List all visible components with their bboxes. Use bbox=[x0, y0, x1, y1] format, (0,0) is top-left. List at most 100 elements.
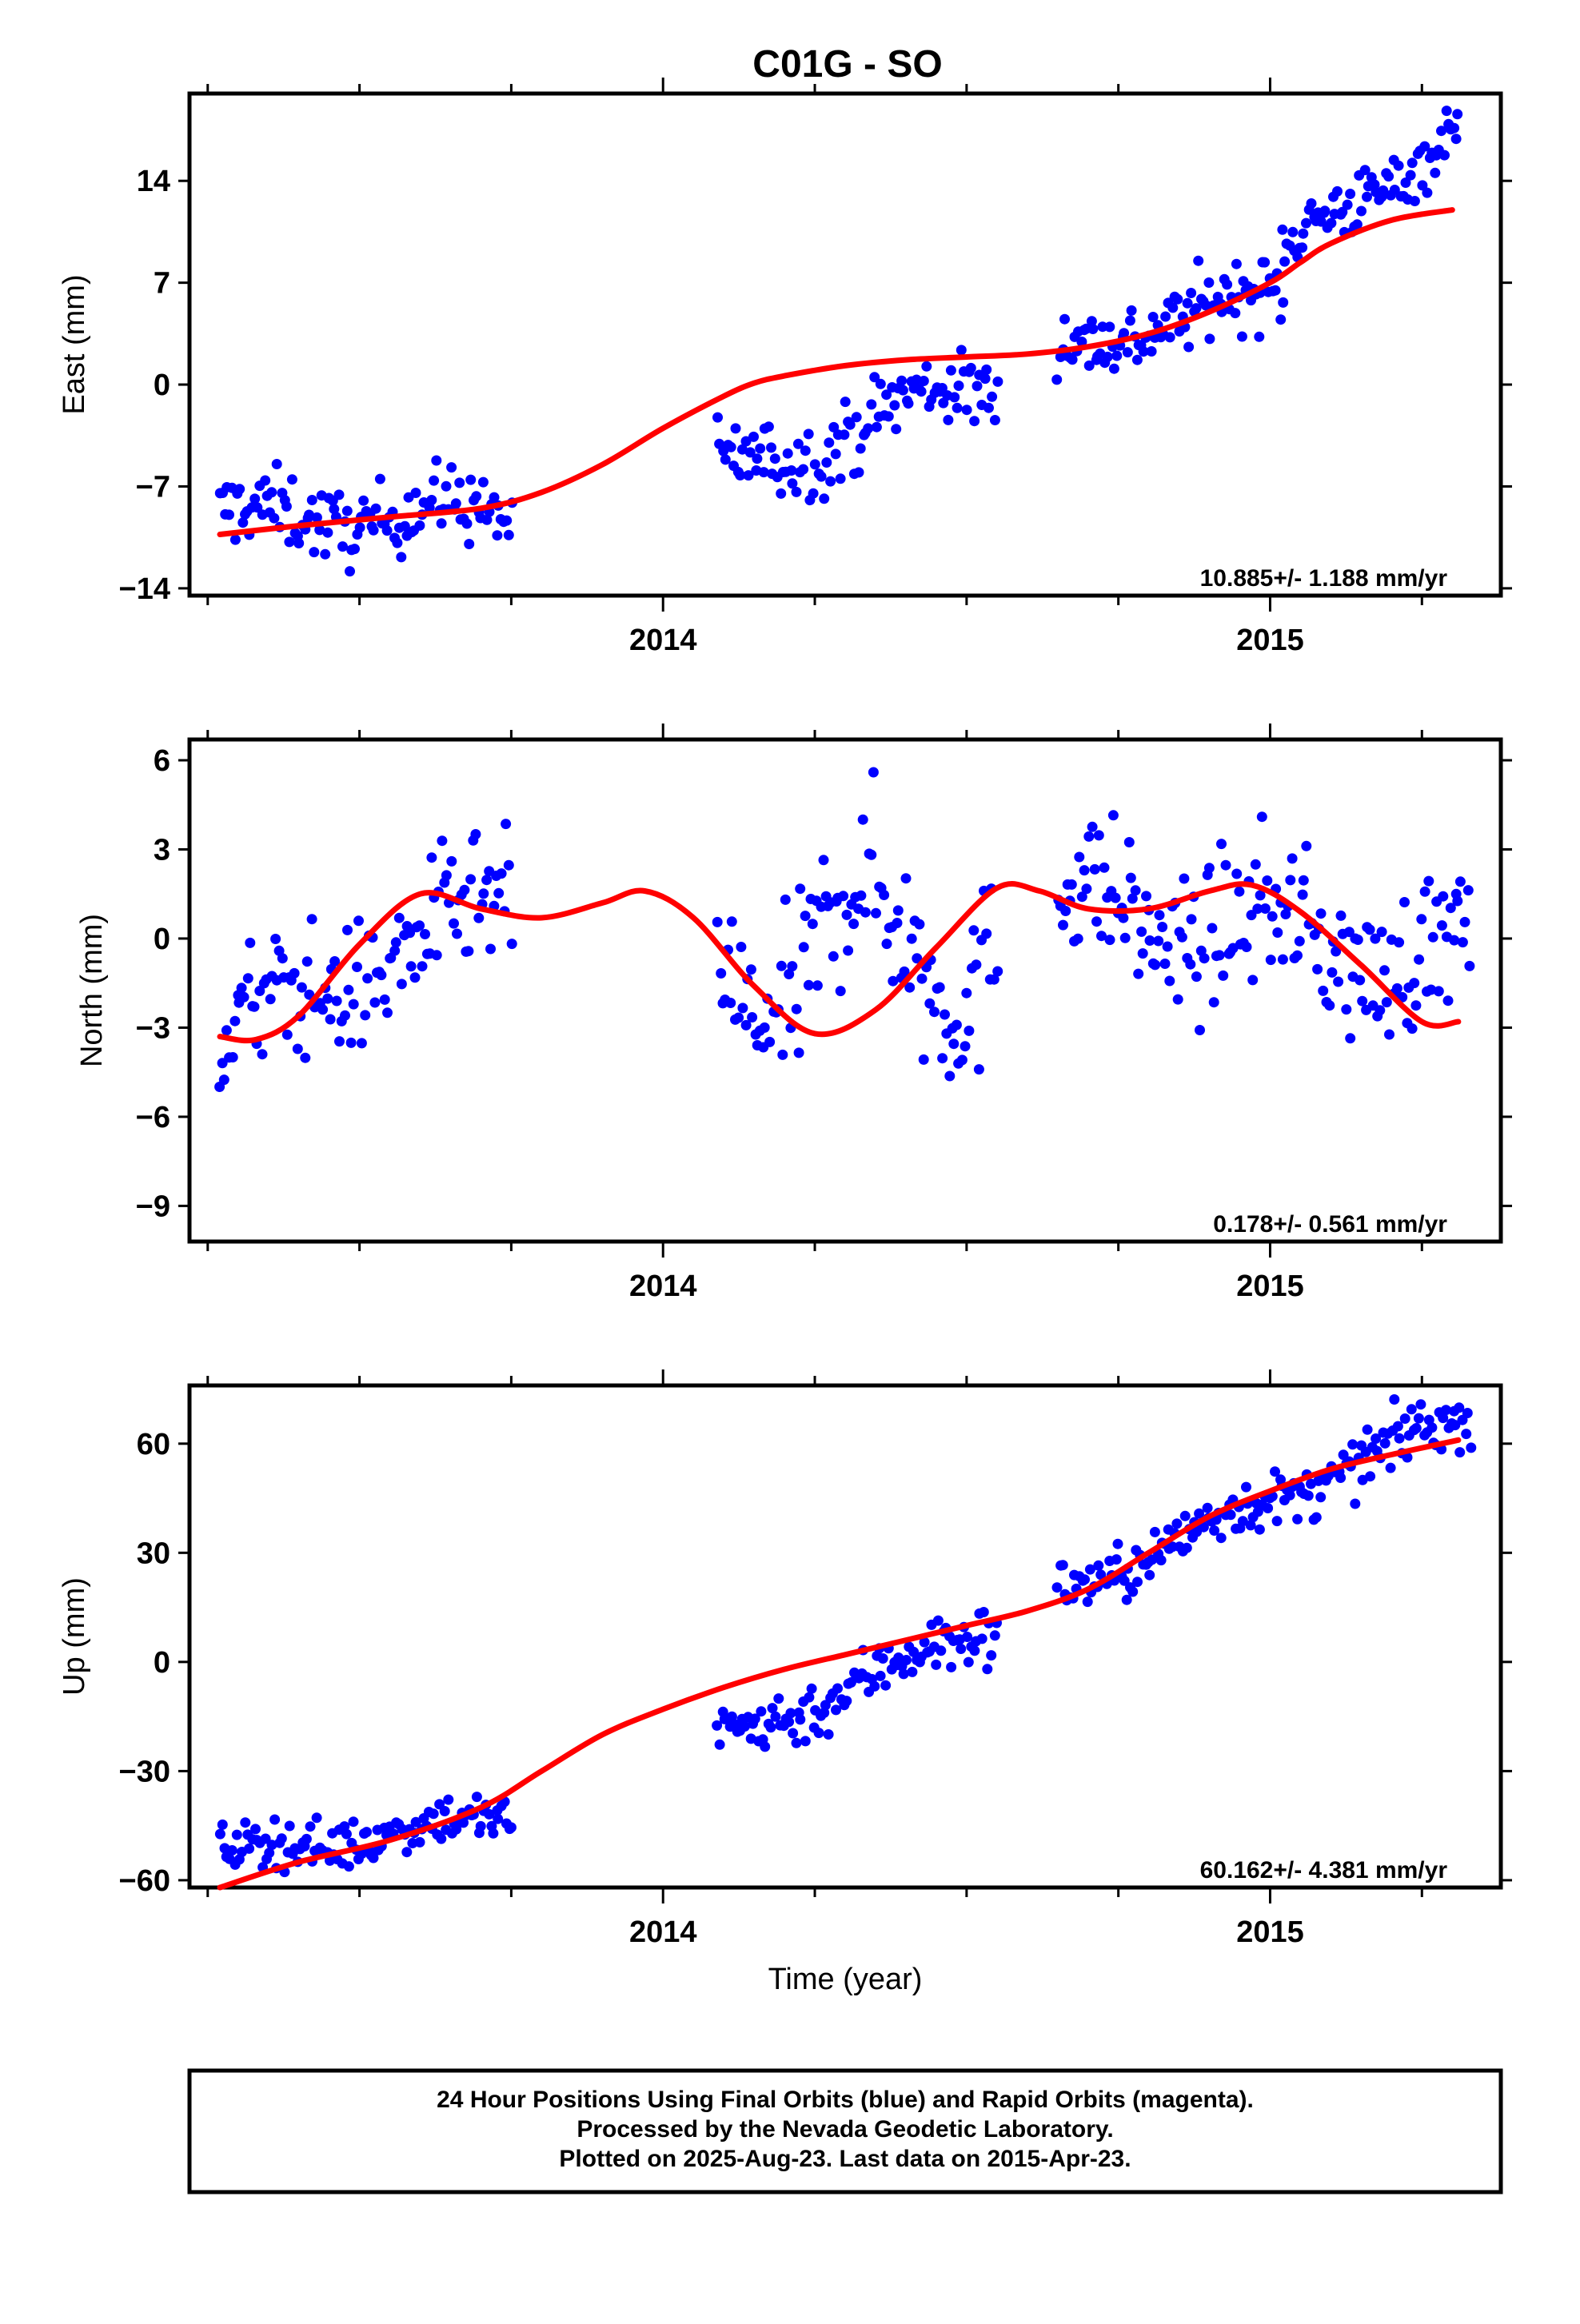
east-data-point bbox=[1362, 191, 1372, 202]
up-data-point bbox=[1132, 1577, 1143, 1588]
north-data-point bbox=[929, 1007, 940, 1018]
north-data-point bbox=[733, 1012, 744, 1023]
up-data-point bbox=[436, 1833, 447, 1844]
north-data-point bbox=[1191, 971, 1202, 983]
north-data-point bbox=[414, 920, 425, 931]
up-data-point bbox=[1365, 1471, 1376, 1482]
east-data-point bbox=[1306, 198, 1317, 209]
up-data-point bbox=[305, 1821, 316, 1832]
east-data-point bbox=[798, 464, 809, 475]
up-data-point bbox=[226, 1845, 237, 1856]
up-data-point bbox=[301, 1833, 312, 1844]
north-data-point bbox=[1118, 912, 1129, 923]
up-data-point bbox=[823, 1729, 834, 1740]
up-data-point bbox=[1399, 1413, 1410, 1424]
east-data-point bbox=[1332, 185, 1343, 197]
up-data-point bbox=[428, 1808, 439, 1820]
north-data-point bbox=[1384, 1029, 1394, 1040]
east-data-point bbox=[965, 362, 976, 373]
east-data-point bbox=[271, 459, 282, 469]
east-data-point bbox=[322, 527, 333, 538]
north-data-point bbox=[1087, 821, 1098, 832]
north-data-point bbox=[229, 1015, 241, 1026]
up-data-point bbox=[1389, 1394, 1400, 1405]
north-data-point bbox=[345, 1037, 357, 1048]
north-ytick-label: 6 bbox=[154, 744, 170, 778]
north-data-point bbox=[1066, 879, 1077, 890]
north-data-point bbox=[1058, 919, 1068, 931]
east-data-point bbox=[748, 431, 759, 442]
north-data-point bbox=[1277, 954, 1288, 965]
up-data-point bbox=[1461, 1429, 1472, 1440]
north-data-point bbox=[393, 912, 405, 923]
east-data-point bbox=[329, 504, 340, 515]
east-data-point bbox=[769, 453, 780, 464]
east-data-point bbox=[1351, 219, 1363, 230]
east-data-point bbox=[1067, 354, 1078, 365]
north-xtick-label: 2015 bbox=[1236, 1270, 1304, 1303]
east-data-point bbox=[224, 509, 234, 520]
up-data-point bbox=[1225, 1509, 1236, 1521]
up-data-point bbox=[765, 1722, 776, 1733]
north-data-point bbox=[856, 890, 867, 901]
up-data-point bbox=[1385, 1462, 1396, 1473]
east-data-point bbox=[1326, 217, 1337, 229]
footer-line-3: Plotted on 2025-Aug-23. Last data on 201… bbox=[559, 2146, 1131, 2172]
north-data-point bbox=[1096, 931, 1107, 942]
east-data-point bbox=[1230, 308, 1241, 319]
east-ytick-label: −7 bbox=[136, 470, 170, 504]
up-data-point bbox=[266, 1840, 277, 1851]
north-data-point bbox=[798, 942, 809, 953]
north-data-point bbox=[1343, 927, 1355, 938]
east-data-point bbox=[426, 495, 437, 505]
east-data-point bbox=[736, 444, 748, 455]
up-data-point bbox=[978, 1607, 989, 1617]
up-data-point bbox=[244, 1843, 255, 1854]
up-data-point bbox=[1426, 1422, 1438, 1433]
east-data-point bbox=[786, 465, 797, 476]
east-data-point bbox=[464, 539, 475, 549]
north-data-point bbox=[787, 961, 798, 972]
north-data-point bbox=[795, 883, 806, 895]
up-data-point bbox=[1335, 1473, 1347, 1483]
north-data-point bbox=[1234, 886, 1245, 897]
up-data-point bbox=[791, 1737, 802, 1748]
up-data-point bbox=[414, 1836, 425, 1848]
east-data-point bbox=[744, 447, 756, 458]
east-data-point bbox=[792, 438, 804, 449]
up-ytick-label: −60 bbox=[119, 1864, 170, 1898]
north-data-point bbox=[940, 1009, 950, 1020]
east-data-point bbox=[712, 412, 723, 423]
north-data-point bbox=[1297, 889, 1308, 900]
east-data-point bbox=[1254, 331, 1265, 342]
up-data-point bbox=[749, 1713, 760, 1724]
east-xtick-label: 2014 bbox=[629, 624, 697, 657]
north-data-point bbox=[1150, 959, 1161, 971]
north-data-point bbox=[301, 956, 313, 967]
north-data-point bbox=[803, 979, 814, 991]
north-data-point bbox=[1179, 873, 1190, 884]
north-data-point bbox=[1250, 859, 1261, 870]
north-data-point bbox=[1345, 1033, 1356, 1044]
north-data-point bbox=[1104, 935, 1115, 946]
north-data-point bbox=[881, 939, 892, 950]
east-data-point bbox=[266, 487, 277, 498]
up-data-point bbox=[401, 1847, 413, 1858]
north-data-point bbox=[1252, 903, 1263, 915]
north-data-point bbox=[1457, 937, 1468, 948]
north-data-point bbox=[1231, 868, 1243, 879]
up-data-point bbox=[831, 1704, 841, 1716]
north-data-point bbox=[1280, 909, 1291, 919]
up-data-point bbox=[932, 1615, 944, 1626]
north-data-point bbox=[1144, 935, 1155, 946]
north-data-point bbox=[961, 987, 972, 999]
north-panel-frame bbox=[187, 737, 1503, 1244]
north-data-point bbox=[1438, 891, 1449, 902]
up-ytick-label: 0 bbox=[154, 1646, 170, 1680]
up-data-point bbox=[908, 1646, 920, 1657]
north-data-point bbox=[879, 890, 890, 900]
north-data-point bbox=[1060, 906, 1071, 916]
up-data-point bbox=[1311, 1512, 1322, 1523]
north-data-point bbox=[449, 918, 459, 929]
up-data-point bbox=[784, 1716, 795, 1728]
